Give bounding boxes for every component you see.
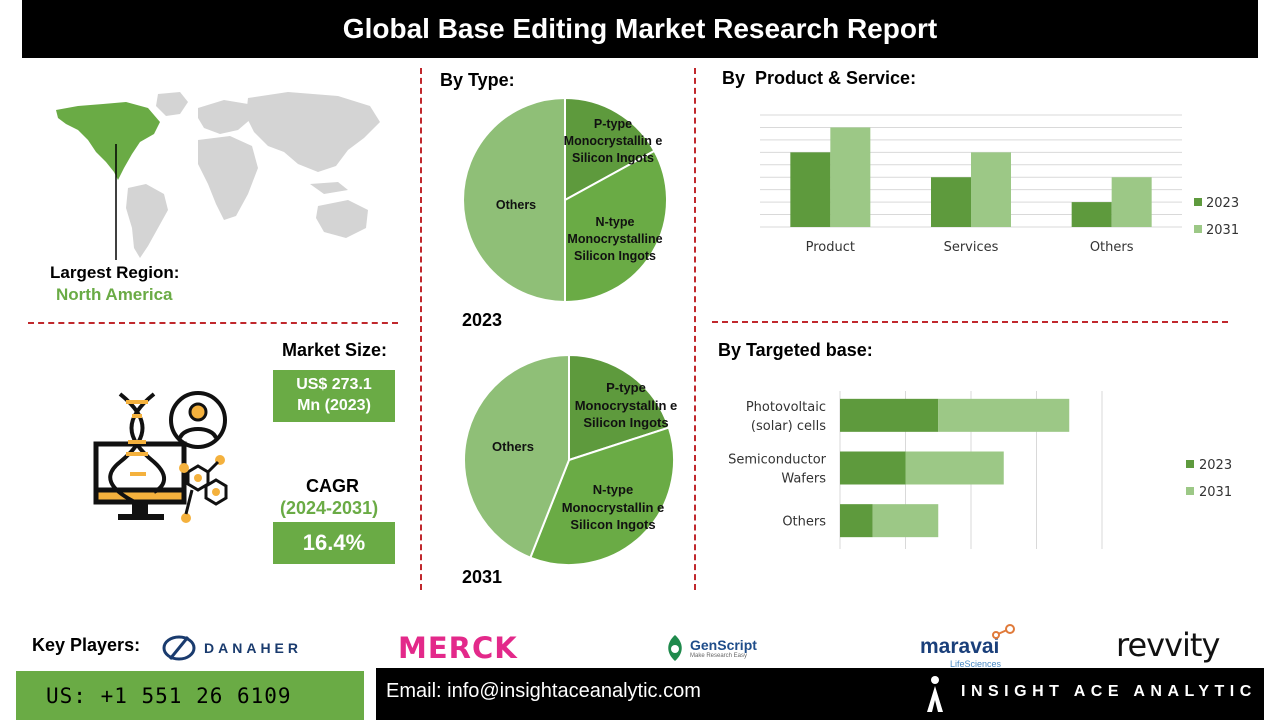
pie-2023-slice-p-type [564,96,656,202]
maravai-mark-icon [992,624,1015,639]
africa-shape [198,136,258,220]
pie-2031-p-type-label: P-type Monocrystallin e Silicon Ingots [574,380,678,431]
product-category-label: Others [1090,240,1134,255]
market-size-value-line2: Mn (2023) [297,397,371,414]
target-legend-swatch-2023 [1186,460,1194,468]
largest-region-label: Largest Region: [50,263,180,282]
cagr-label: CAGR [306,476,359,496]
product-legend-swatch-2023 [1194,198,1202,206]
targeted-base-bar-chart: Photovoltaic (solar) cells Semiconductor Wa… [728,391,1232,549]
greenland-shape [156,92,188,116]
target-bar-1-2031 [905,451,1004,485]
product-bar-product-2031 [830,127,871,227]
product-legend-2031: 2031 [1206,223,1239,238]
world-map [56,92,380,260]
maravai-logo: maravai LifeSciences [920,623,1015,669]
target-category-label: Photovoltaic [746,400,826,415]
north-america-region [56,102,160,180]
europe-shape [198,100,252,134]
target-category-label: (solar) cells [751,419,826,434]
pie-chart-2023 [462,96,668,304]
footer-phone: US: +1 551 26 6109 [16,671,364,720]
largest-region-value: North America [56,285,173,304]
pie-2031-n-type-label: N-type Monocrystallin e Silicon Ingots [561,482,665,533]
genscript-mark-icon [668,635,682,661]
pie-2023-slice-others [462,96,566,304]
maravai-wordmark: maravai [920,635,1000,658]
product-bar-others-2023 [1071,202,1112,227]
cagr-period: (2024-2031) [280,498,379,518]
product-bar-services-2023 [931,177,971,227]
market-size-value-line1: US$ 273.1 [296,376,372,394]
product-service-bar-chart: Product Services Others 2023 2031 [760,114,1239,255]
cagr-value-box: 16.4% [273,522,395,564]
research-illustration-icon [93,391,228,523]
target-bar-1-2023 [840,451,906,485]
market-size-label: Market Size: [282,340,388,360]
divider-type-right [694,68,696,590]
market-size-value-box: US$ 273.1 Mn (2023) [273,370,395,422]
pie-2023-n-type-label: N-type Monocrystalline Silicon Ingots [567,215,663,263]
target-legend-2023: 2023 [1199,458,1232,473]
pie-2023-year: 2023 [462,310,503,330]
danaher-mark-icon [162,635,196,661]
target-category-label: Wafers [781,472,826,487]
south-america-shape [126,184,168,258]
danaher-logo: DANAHER [162,635,302,661]
target-category-label: Others [782,515,826,530]
pie-2031-others-label: Others [492,439,534,454]
pie-2031-slice-n-type [529,426,675,566]
footer-brand: INSIGHT ACE ANALYTIC [961,683,1257,700]
target-category-label: Semiconductor [728,453,827,468]
asia-shape [246,92,380,172]
divider-right [712,321,1228,323]
australia-shape [316,200,368,238]
target-bar-2-2031 [872,504,939,538]
product-category-label: Services [944,240,999,255]
by-product-title: By Product & Service: [722,68,917,88]
cagr-value: 16.4% [302,530,366,555]
divider-type-left [420,68,422,590]
pie-2023-p-type-label: P-type Monocrystallin e Silicon Ingots [563,117,663,165]
pie-chart-2031 [463,353,675,566]
maravai-tagline: LifeSciences [950,659,1002,669]
danaher-wordmark: DANAHER [204,640,302,656]
genscript-logo: GenScript Make Research Easy [664,633,757,663]
indonesia-shape [310,182,348,194]
product-legend-swatch-2031 [1194,225,1202,233]
pie-2031-slice-others [463,353,570,559]
product-legend-2023: 2023 [1206,196,1239,211]
divider-left [28,322,398,324]
pie-2031-slice-p-type [568,353,671,462]
product-bar-others-2031 [1111,177,1152,227]
footer-bar: Email: info@insightaceanalytic.com INSIG… [376,668,1264,720]
target-bar-0-2031 [938,398,1070,432]
product-bar-product-2023 [790,152,831,227]
genscript-wordmark: GenScript [690,637,757,653]
report-title: Global Base Editing Market Research Repo… [22,0,1258,58]
pie-2031-year: 2031 [462,567,503,587]
insight-ace-logo-icon [927,676,943,712]
product-bar-services-2031 [971,152,1011,227]
footer-email: Email: info@insightaceanalytic.com [386,680,701,702]
revvity-logo: revvity [1116,626,1220,664]
target-bar-0-2023 [840,398,939,432]
merck-logo: MERCK [398,631,518,665]
target-legend-swatch-2031 [1186,487,1194,495]
by-type-title: By Type: [440,70,515,90]
pie-2023-slice-n-type [564,149,668,304]
key-players-label: Key Players: [32,635,141,655]
genscript-tagline: Make Research Easy [690,653,748,659]
by-targeted-title: By Targeted base: [718,340,873,360]
product-category-label: Product [806,240,855,255]
target-bar-2-2023 [840,504,873,538]
pie-2023-others-label: Others [495,198,537,212]
target-legend-2031: 2031 [1199,485,1232,500]
